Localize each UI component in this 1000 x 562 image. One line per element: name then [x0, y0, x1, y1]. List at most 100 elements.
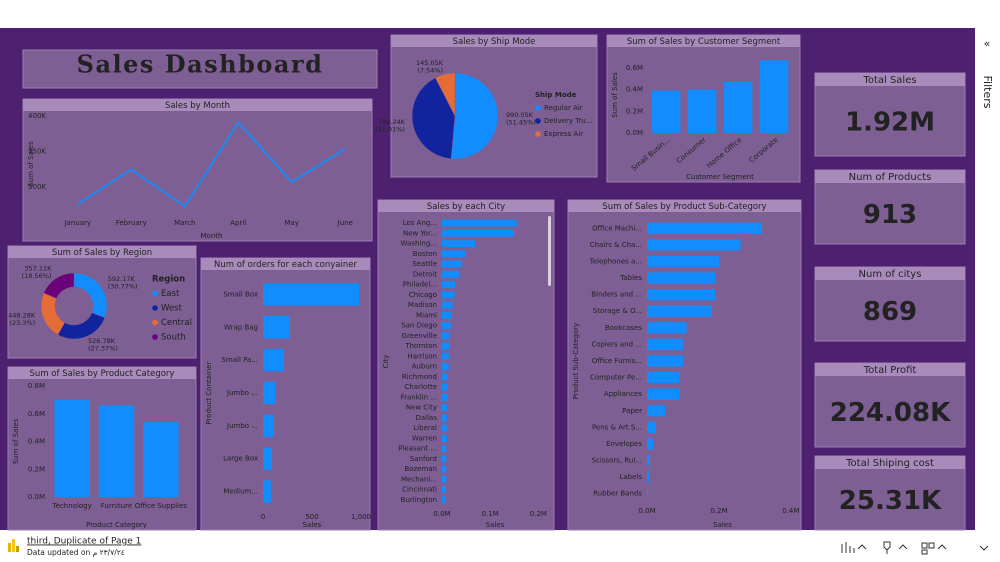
chevron[interactable]	[857, 544, 867, 550]
card-value: 1.92M	[845, 108, 935, 138]
y-tick-label: New Yor...	[403, 229, 437, 237]
y-axis-title: Product Container	[205, 361, 213, 424]
legend-title: Ship Mode	[535, 91, 577, 99]
legend-swatch	[535, 105, 541, 111]
bar	[647, 322, 687, 334]
y-tick-label: 0.4M	[28, 438, 45, 446]
y-tick-label: Storage & O...	[593, 307, 642, 315]
chevron[interactable]	[979, 545, 989, 551]
bar	[442, 434, 447, 442]
legend-swatch	[535, 118, 541, 124]
y-tick-label: Copiers and ...	[591, 340, 642, 348]
y-tick-label: Harrison	[408, 352, 438, 360]
dashboard-title: Sales Dashboard	[77, 50, 324, 79]
legend-title: Region	[152, 275, 185, 285]
legend-label: Central	[161, 318, 192, 328]
panel-header	[8, 246, 196, 258]
y-tick-label: 300K	[28, 183, 46, 191]
y-tick-label: Pleasant ...	[398, 445, 437, 453]
x-tick-label: May	[285, 219, 299, 227]
card-value: 25.31K	[839, 486, 942, 516]
y-tick-label: Seattle	[412, 260, 437, 268]
bar	[723, 81, 753, 133]
chart-title: Num of orders for each conyainer	[214, 260, 357, 270]
bar	[442, 229, 514, 237]
y-tick-label: Scissors, Rul...	[592, 457, 642, 465]
pbi-icon	[16, 546, 19, 552]
legend-label: West	[161, 304, 183, 314]
page-name[interactable]: third, Duplicate of Page 1	[27, 537, 141, 547]
y-tick-label: Bozeman	[404, 465, 437, 473]
filters-pane[interactable]	[975, 28, 1000, 530]
y-tick-label: Chicago	[409, 291, 437, 299]
y-tick-label: Detroit	[413, 270, 437, 278]
bar	[442, 291, 455, 299]
panel	[377, 199, 555, 531]
card-label: Num of citys	[859, 269, 922, 280]
chevron[interactable]	[898, 544, 908, 550]
x-tick-label: January	[63, 219, 91, 227]
status-icons[interactable]	[841, 541, 989, 555]
bar	[442, 322, 451, 330]
y-axis-title: Sum of Sales	[12, 418, 20, 464]
data-label: 145.05K (7.54%)	[416, 59, 444, 75]
legend-label: South	[161, 333, 186, 343]
updated-note: Data updated on ٢٣/٧/٢٤ م	[27, 548, 125, 557]
bar	[442, 270, 459, 278]
y-tick-label: Jumbo ...	[226, 422, 258, 430]
x-tick-label: 0.0M	[638, 507, 655, 515]
top-bar	[0, 0, 1000, 28]
bar	[647, 488, 649, 500]
bar	[647, 388, 680, 400]
scrollbar	[548, 216, 551, 286]
chevron[interactable]	[937, 544, 947, 550]
y-tick-label: Boston	[413, 250, 437, 258]
y-tick-label: Los Ang...	[403, 219, 437, 227]
x-axis-title: Sales	[486, 521, 505, 529]
filters-label[interactable]: Filters	[981, 76, 994, 109]
filters-collapse[interactable]: «	[984, 37, 991, 50]
y-tick-label: Jumbo ...	[226, 389, 258, 397]
y-tick-label: 0.0M	[626, 129, 643, 137]
bar	[54, 399, 90, 497]
layout-icon[interactable]	[921, 542, 935, 555]
visual-icon[interactable]	[841, 542, 855, 553]
y-tick-label: 400K	[28, 112, 46, 120]
bar	[442, 260, 462, 268]
card-value: 224.08K	[830, 398, 951, 428]
y-axis-title: City	[382, 355, 390, 369]
bar	[651, 90, 681, 133]
y-tick-label: Bookcases	[605, 324, 643, 332]
x-axis-title: Month	[201, 232, 223, 240]
legend-swatch	[152, 334, 158, 340]
bar	[442, 486, 446, 494]
pbi-icon	[12, 539, 15, 552]
slice	[411, 77, 456, 160]
y-tick-label: Appliances	[604, 390, 642, 398]
legend-label: Regular Air	[544, 104, 583, 112]
bar	[263, 348, 285, 372]
y-tick-label: Richmond	[402, 373, 437, 381]
panel-header	[8, 367, 196, 379]
bar	[442, 363, 449, 371]
bar	[442, 393, 448, 401]
data-label: 448.28K (23.3%)	[8, 312, 36, 328]
x-tick-label: June	[337, 219, 353, 227]
bar	[647, 405, 665, 417]
y-tick-label: Office Machi...	[592, 224, 642, 232]
bar	[442, 414, 447, 422]
legend-label: Express Air	[544, 130, 583, 138]
insight-icon[interactable]	[883, 541, 891, 554]
bar	[759, 60, 789, 133]
panel-header	[201, 258, 370, 270]
chart-title: Sales by Month	[165, 101, 230, 111]
bar	[442, 373, 448, 381]
y-tick-label: Rubber Bands	[593, 490, 642, 498]
x-tick-label: Office Supplies	[135, 502, 188, 510]
y-tick-label: Auburn	[412, 363, 437, 371]
y-tick-label: Cincinnati	[402, 486, 437, 494]
bar	[442, 332, 450, 340]
bar	[687, 89, 717, 133]
y-tick-label: 0.6M	[626, 64, 643, 72]
